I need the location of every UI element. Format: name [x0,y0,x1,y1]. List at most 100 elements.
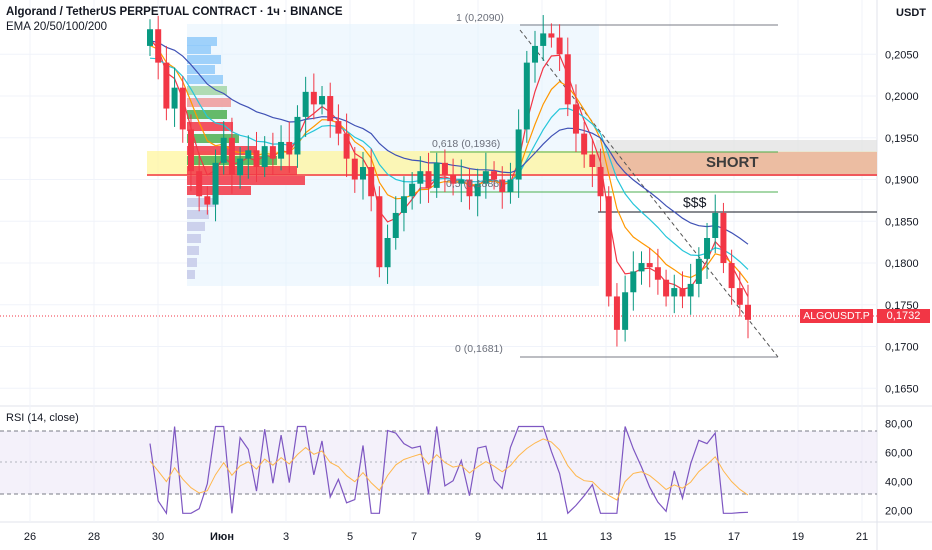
candle-body [622,292,629,330]
candle-body [671,288,678,297]
fib-label-0: 0 (0,1681) [455,343,503,355]
last-price-badge: 0,1732 [877,309,930,323]
candle-body [695,258,702,284]
candle-body [712,212,719,238]
candle-body [491,171,498,180]
volume-profile-bar [187,55,221,64]
candle-body [319,96,326,105]
candle-body [171,87,178,109]
candle-body [179,87,186,130]
price-tick-label: 0,1900 [885,175,919,187]
candle-body [433,162,440,188]
candle-body [187,129,194,172]
candle-body [605,196,612,297]
volume-profile-bar [187,234,201,243]
volume-profile-bar [187,258,197,267]
time-tick-label: 28 [88,531,100,543]
rsi-axis[interactable]: 80,00 60,00 40,00 20,00 [885,419,913,518]
rsi-signal-line [149,438,749,501]
candle-body [220,137,227,163]
candle-body [499,179,506,193]
candle-body [638,263,645,272]
candle-body [335,121,342,134]
candle-body [613,296,620,330]
candle-body [327,96,334,122]
candle-body [196,171,203,197]
candle-body [155,29,162,63]
candle-body [523,62,530,130]
candle-body [515,129,522,180]
candle-body [204,196,211,205]
volume-profile-bar [187,86,227,95]
candle-body [441,162,448,176]
ema-line-3 [149,40,749,245]
rsi-tick-label: 80,00 [885,419,913,431]
volume-profile-bar [187,98,231,107]
candle-body [581,133,588,155]
candle-body [212,162,219,205]
price-tick-label: 0,2000 [885,91,919,103]
time-tick-label: Июн [210,531,234,543]
time-tick-label: 3 [283,531,289,543]
candle-body [540,33,547,46]
volume-profile-bar [187,134,239,143]
candle-body [564,54,571,105]
time-tick-label: 17 [728,531,740,543]
volume-profile-bar [187,198,215,207]
candle-body [646,263,653,268]
ema-indicator-label[interactable]: EMA 20/50/100/200 [6,21,108,33]
price-tick-label: 0,1800 [885,258,919,270]
candle-body [147,29,153,46]
candle-body [458,179,465,184]
time-axis[interactable]: 26 28 30 Июн 3 5 7 9 11 13 15 17 19 21 [24,531,868,543]
candle-body [597,167,604,197]
candle-body [400,196,407,213]
price-tick-label: 0,1700 [885,342,919,354]
candle-body [589,154,596,168]
rsi-tick-label: 60,00 [885,448,913,460]
fib-label-1: 1 (0,2090) [456,12,504,24]
price-axis[interactable]: 0,2050 0,2000 0,1950 0,1900 0,1850 0,1800 0,17… [885,49,919,395]
time-tick-label: 21 [856,531,868,543]
candle-body [466,179,473,197]
candle-body [392,212,399,238]
candle-body [532,45,539,63]
volume-profile-bar [187,75,223,84]
candle-body [417,171,424,184]
candle-body [679,288,686,297]
candle-body [343,133,350,159]
candle-body [548,33,555,38]
candle-body [450,175,457,184]
candle-body [384,237,391,268]
time-tick-label: 11 [536,531,547,543]
volume-profile-bar [187,110,227,119]
time-tick-label: 15 [664,531,676,543]
candle-body [572,104,579,134]
volume-profile-bar [187,210,209,219]
symbol-title[interactable]: Algorand / TetherUS PERPETUAL CONTRACT ·… [6,6,343,18]
candle-body [409,183,416,197]
candle-body [253,150,260,168]
rsi-line [149,425,749,516]
rsi-tick-label: 40,00 [885,476,913,488]
short-entry-zone [596,152,877,176]
candle-body [556,37,563,55]
candle-body [302,91,309,117]
rsi-indicator-label[interactable]: RSI (14, close) [6,412,79,424]
candle-body [269,146,276,159]
volume-profile-bar [187,222,205,231]
currency-label[interactable]: USDT [896,7,926,19]
candle-body [310,91,317,105]
volume-profile-bar [187,270,195,279]
short-label: SHORT [706,154,759,171]
price-tick-label: 0,1750 [885,300,919,312]
candle-body [368,167,375,197]
candle-body [376,196,383,268]
candle-body [278,141,285,159]
volume-profile-bar [187,65,215,74]
candle-body [663,279,670,297]
volume-profile-bar [187,45,211,54]
time-tick-label: 30 [152,531,164,543]
candle-body [482,171,489,184]
